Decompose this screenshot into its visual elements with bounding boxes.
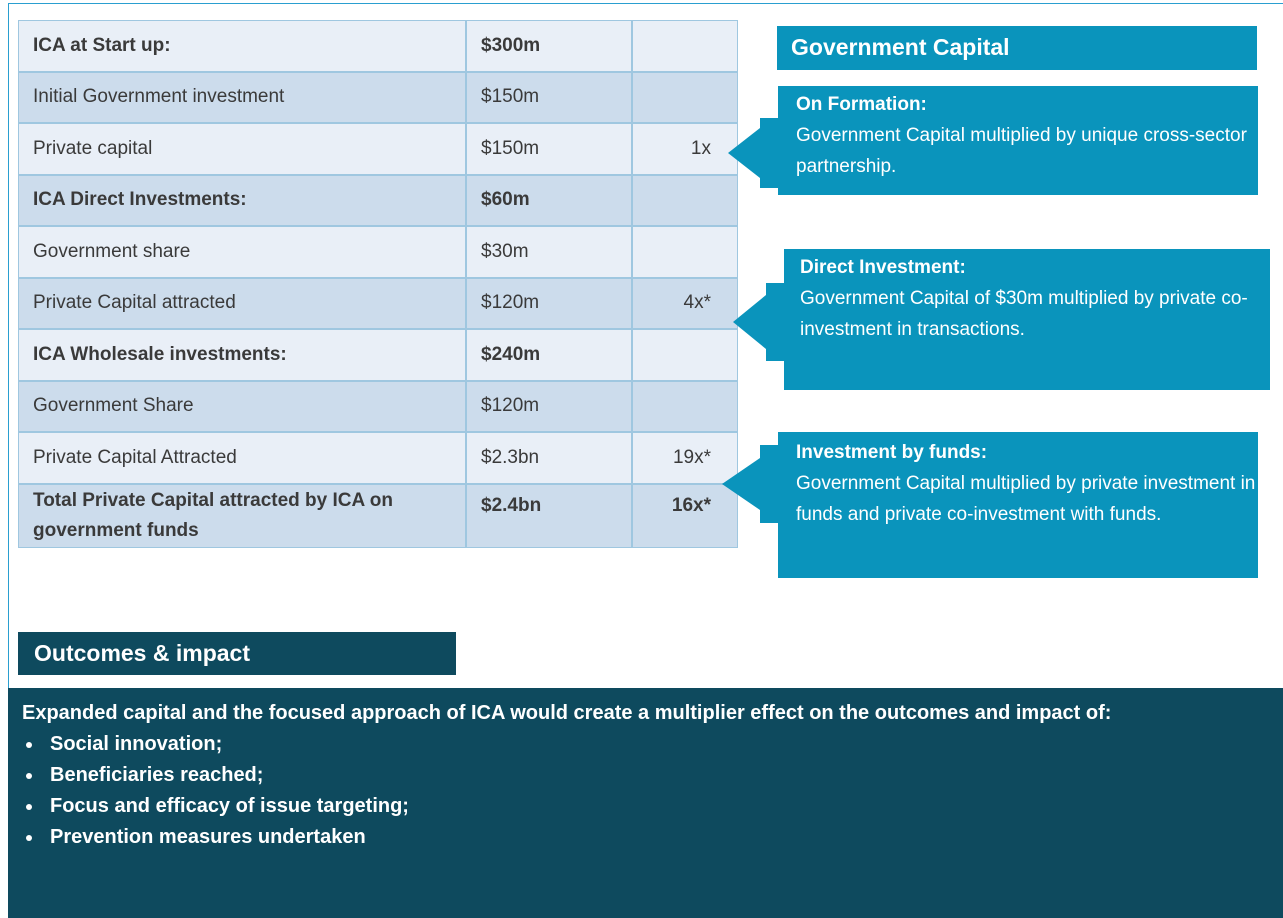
bullet-item: Social innovation; xyxy=(22,729,1273,760)
arrow xyxy=(722,445,778,523)
callout-text: Government Capital multiplied by unique … xyxy=(796,125,1247,177)
section-title: Government Capital xyxy=(777,26,1257,70)
table-cell: 19x* xyxy=(632,432,738,484)
table-cell: $120m xyxy=(466,380,632,432)
table-cell: Private Capital attracted xyxy=(18,277,466,329)
table-cell: $150m xyxy=(466,123,632,175)
bullet-text: Beneficiaries reached; xyxy=(50,764,264,786)
callout: Investment by funds: Government Capital … xyxy=(778,432,1258,578)
table-cell: 1x xyxy=(632,123,738,175)
table-cell xyxy=(632,226,738,278)
table-cell: ICA Direct Investments: xyxy=(18,174,466,226)
callout-text: Government Capital multiplied by private… xyxy=(796,473,1256,525)
callout: Direct Investment: Government Capital of… xyxy=(784,249,1270,390)
table-cell xyxy=(632,174,738,226)
bullet-item: Prevention measures undertaken xyxy=(22,822,1273,853)
table-cell xyxy=(632,20,738,72)
bullet-dot xyxy=(26,773,32,779)
table-cell: Government share xyxy=(18,226,466,278)
table-cell: $300m xyxy=(466,20,632,72)
table-cell: $2.3bn xyxy=(466,432,632,484)
bullet-text: Focus and efficacy of issue targeting; xyxy=(50,795,409,817)
table-cell: $2.4bn xyxy=(466,483,632,548)
table-cell: 4x* xyxy=(632,277,738,329)
section-title: Outcomes & impact xyxy=(18,632,456,675)
bullet-dot xyxy=(26,742,32,748)
table-cell: ICA Wholesale investments: xyxy=(18,329,466,381)
frame xyxy=(8,3,1283,918)
outcomes-intro: Expanded capital and the focused approac… xyxy=(22,702,1112,724)
table-cell: $240m xyxy=(466,329,632,381)
bullet-dot xyxy=(26,804,32,810)
bullet-list: Social innovation; Beneficiaries reached;… xyxy=(22,729,1273,853)
bullet-item: Focus and efficacy of issue targeting; xyxy=(22,791,1273,822)
bullet-item: Beneficiaries reached; xyxy=(22,760,1273,791)
table-cell xyxy=(632,71,738,123)
bullet-text: Social innovation; xyxy=(50,733,223,755)
bullet-dot xyxy=(26,835,32,841)
table-cell: $30m xyxy=(466,226,632,278)
table: ICA at Start up: $300m Initial Government … xyxy=(18,20,738,600)
outcomes-box: Expanded capital and the focused approac… xyxy=(8,688,1283,918)
table-cell: Private capital xyxy=(18,123,466,175)
table-cell: $60m xyxy=(466,174,632,226)
table-cell: Initial Government investment xyxy=(18,71,466,123)
table-cell xyxy=(632,329,738,381)
table-cell xyxy=(632,380,738,432)
callout-text: Government Capital of $30m multiplied by… xyxy=(800,288,1248,340)
arrow xyxy=(728,118,778,188)
callout-title: Direct Investment: xyxy=(800,257,966,278)
table-cell: Total Private Capital attracted by ICA o… xyxy=(18,483,466,548)
table-cell: 16x* xyxy=(632,483,738,548)
table-cell: $120m xyxy=(466,277,632,329)
table-cell: Government Share xyxy=(18,380,466,432)
callout: On Formation: Government Capital multipl… xyxy=(778,86,1258,195)
callout-title: On Formation: xyxy=(796,94,927,115)
table-cell: ICA at Start up: xyxy=(18,20,466,72)
bullet-text: Prevention measures undertaken xyxy=(50,826,366,848)
callout-title: Investment by funds: xyxy=(796,442,988,463)
table-cell: $150m xyxy=(466,71,632,123)
table-cell: Private Capital Attracted xyxy=(18,432,466,484)
arrow xyxy=(733,283,784,361)
